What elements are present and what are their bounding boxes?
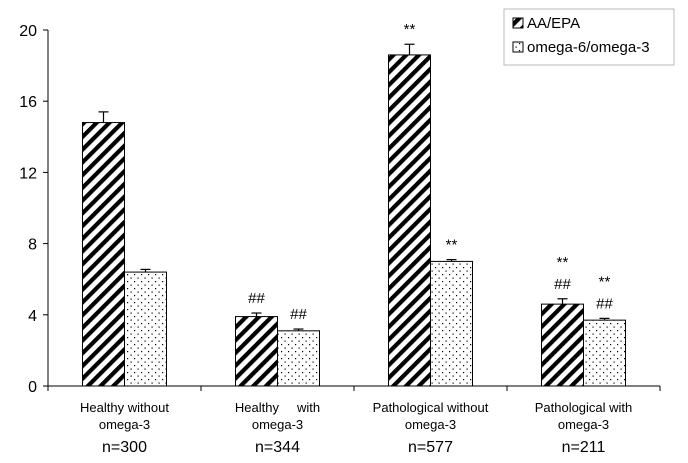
bar-aa-epa <box>388 54 431 387</box>
significance-marker: ## <box>554 276 571 293</box>
significance-marker: ** <box>446 237 458 254</box>
category-label: Pathological with <box>535 400 633 415</box>
bar-omega-6-omega-3 <box>277 330 320 387</box>
category-label: omega-3 <box>252 417 303 432</box>
bar-omega-6-omega-3 <box>583 319 626 387</box>
legend: AA/EPA omega-6/omega-3 <box>503 8 675 66</box>
category-label: omega-3 <box>99 417 150 432</box>
category-label: Pathological without <box>373 400 489 415</box>
y-tick-label: 16 <box>19 94 37 111</box>
y-tick-label: 0 <box>28 379 37 396</box>
bar-omega-6-omega-3 <box>430 260 473 387</box>
significance-marker: ## <box>290 306 307 323</box>
sample-size-label: n=300 <box>102 439 147 456</box>
significance-marker: ** <box>404 21 416 38</box>
legend-swatch <box>512 41 524 53</box>
significance-marker: ** <box>557 254 569 271</box>
bar-aa-epa <box>235 316 278 387</box>
significance-marker: ## <box>248 290 265 307</box>
bar-aa-epa <box>541 303 584 387</box>
significance-marker: ** <box>599 273 611 290</box>
category-label: omega-3 <box>558 417 609 432</box>
sample-size-label: n=211 <box>562 439 606 456</box>
legend-label: AA/EPA <box>527 15 580 32</box>
legend-label: omega-6/omega-3 <box>527 39 650 56</box>
legend-swatch <box>512 17 524 29</box>
y-tick-label: 20 <box>19 23 37 40</box>
significance-marker: ## <box>596 295 613 312</box>
sample-size-label: n=344 <box>255 439 300 456</box>
category-label: omega-3 <box>405 417 456 432</box>
sample-size-label: n=577 <box>408 439 453 456</box>
category-label: Healthy with <box>235 400 320 415</box>
y-tick-label: 12 <box>19 165 37 182</box>
legend-box <box>503 8 675 66</box>
bar-omega-6-omega-3 <box>124 271 167 387</box>
category-label: Healthy without <box>80 400 169 415</box>
plot-area: 0 4 8 12 16 20 Healthy without omega-3 n=300 ## ##… <box>19 21 661 456</box>
bar-aa-epa <box>82 122 125 387</box>
y-tick-label: 4 <box>28 308 37 325</box>
y-tick-label: 8 <box>28 237 37 254</box>
